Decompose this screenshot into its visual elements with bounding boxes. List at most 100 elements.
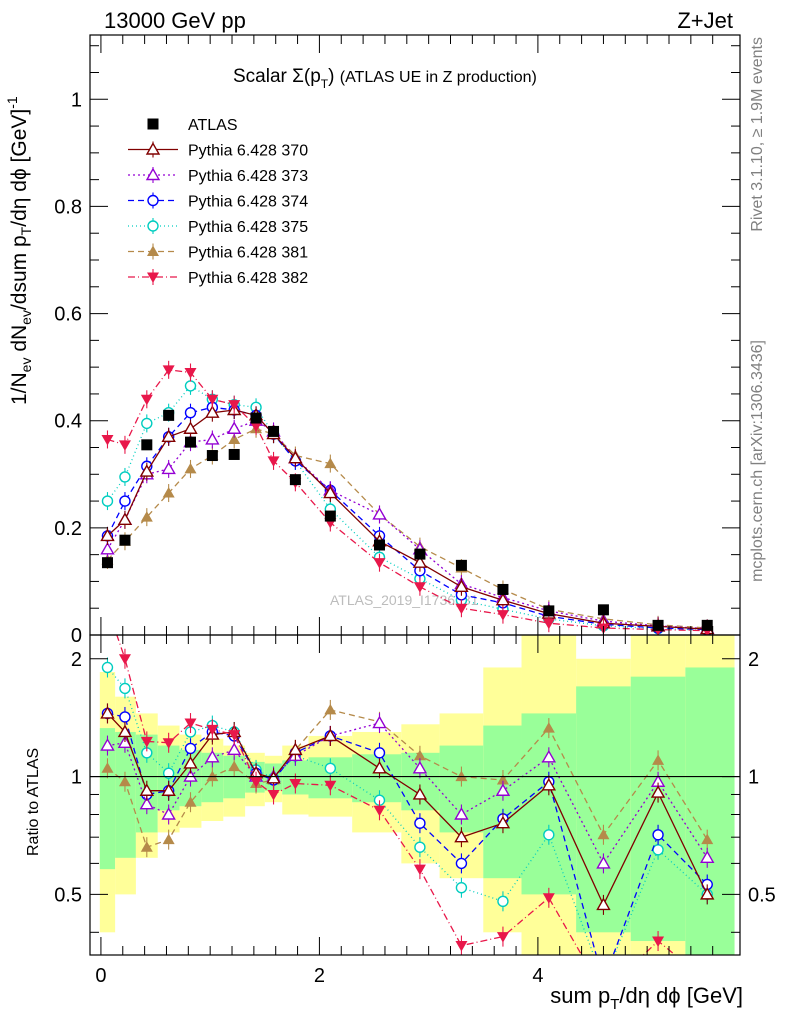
data-point — [267, 456, 280, 467]
data-point — [268, 425, 280, 437]
data-point — [228, 400, 241, 411]
data-point — [455, 603, 468, 615]
ratio-point — [250, 777, 263, 788]
ratio-point — [101, 603, 113, 614]
legend-entry-pythia-6-428-370: Pythia 6.428 370 — [128, 141, 308, 160]
main-plot-series — [100, 360, 715, 635]
ratio-band-inner — [115, 731, 136, 858]
ratio-point — [228, 730, 241, 741]
data-point — [100, 541, 115, 555]
data-point — [373, 558, 386, 569]
ratio-point — [495, 815, 511, 829]
rivet-version-label: Rivet 3.1.10, ≥ 1.9M events — [749, 37, 766, 232]
data-point — [652, 619, 664, 631]
data-point — [323, 485, 338, 499]
legend-marker — [145, 167, 161, 181]
data-point — [139, 464, 155, 477]
ratio-point — [373, 747, 386, 759]
ratio-point — [414, 817, 426, 829]
ratio-point — [118, 775, 131, 787]
ratio-point — [455, 941, 468, 952]
legend-marker — [145, 142, 161, 155]
main-y-tick-label: 0.6 — [54, 304, 82, 326]
ratio-y-tick-label-right: 1 — [748, 767, 759, 789]
legend-label: Pythia 6.428 374 — [188, 194, 308, 211]
data-point — [184, 368, 197, 379]
ratio-point — [118, 654, 131, 665]
series-atlas — [101, 409, 713, 631]
data-point — [597, 604, 609, 616]
ratio-point — [101, 762, 114, 773]
legend-label: Pythia 6.428 382 — [188, 270, 308, 287]
ratio-point — [413, 864, 426, 876]
ratio-point — [184, 742, 197, 755]
data-point — [184, 380, 197, 392]
ratio-uncertainty-bands — [99, 635, 735, 955]
ratio-point — [267, 789, 280, 801]
ratio-y-tick-label: 2 — [71, 649, 82, 671]
ratio-point — [162, 767, 175, 779]
data-point — [162, 487, 175, 498]
ratio-point — [542, 722, 555, 733]
ratio-band-inner — [521, 713, 577, 895]
ratio-y-tick-label-right: 2 — [748, 649, 759, 671]
data-point — [454, 579, 469, 592]
ratio-point — [140, 736, 153, 748]
data-point — [226, 421, 242, 434]
data-point — [117, 512, 133, 526]
ratio-point — [542, 893, 555, 904]
ratio-point — [541, 777, 557, 791]
ratio-point — [412, 787, 428, 800]
data-point — [496, 610, 509, 621]
data-point — [101, 434, 114, 446]
data-point — [184, 406, 197, 419]
x-tick-label: 2 — [314, 965, 325, 987]
main-y-tick-label: 0.4 — [54, 411, 82, 433]
ratio-band-inner — [352, 754, 402, 803]
legend-marker — [147, 245, 159, 256]
x-tick-label: 0 — [95, 965, 106, 987]
legend-label: ATLAS — [188, 117, 238, 134]
legend-entry-pythia-6-428-381: Pythia 6.428 381 — [128, 243, 308, 262]
ratio-point — [596, 855, 611, 869]
ratio-y-tick-label: 1 — [71, 767, 82, 789]
ratio-point — [324, 703, 337, 715]
source-label: mcplots.cern.ch [arXiv:1306.3436] — [749, 340, 766, 582]
ratio-point — [455, 857, 468, 870]
ratio-point — [289, 779, 302, 790]
ratio-point — [323, 728, 338, 742]
data-point — [414, 548, 426, 560]
ratio-point — [543, 829, 555, 841]
data-point — [372, 507, 387, 520]
data-point — [161, 429, 176, 442]
main-y-axis-label: 1/Nev dNev/dsum pT/dη dϕ [GeV]-1 — [4, 96, 34, 405]
ratio-point — [541, 749, 557, 763]
ratio-point — [206, 724, 219, 736]
ratio-band-inner — [685, 667, 735, 955]
data-point — [373, 539, 385, 551]
legend-label: Pythia 6.428 375 — [188, 219, 308, 236]
ratio-band-inner — [99, 728, 116, 870]
ratio-point — [161, 807, 176, 820]
ratio-point — [140, 841, 153, 852]
data-point — [289, 474, 301, 486]
data-point — [495, 592, 511, 606]
legend-entry-pythia-6-428-374: Pythia 6.428 374 — [128, 192, 308, 211]
ratio-point — [139, 796, 155, 810]
data-point — [183, 421, 198, 434]
ratio-point — [184, 718, 197, 730]
data-point — [205, 405, 220, 418]
data-point — [141, 417, 153, 430]
data-point — [324, 457, 337, 469]
legend-entry-pythia-6-428-382: Pythia 6.428 382 — [128, 269, 308, 287]
data-point — [701, 619, 713, 631]
legend-entry-pythia-6-428-375: Pythia 6.428 375 — [128, 218, 308, 236]
data-point — [455, 559, 467, 571]
ratio-point — [496, 773, 509, 785]
ratio-point — [117, 724, 133, 738]
data-point — [161, 461, 176, 475]
data-point — [205, 432, 220, 445]
ratio-band-inner — [483, 725, 522, 879]
main-y-tick-label: 0 — [71, 625, 82, 647]
